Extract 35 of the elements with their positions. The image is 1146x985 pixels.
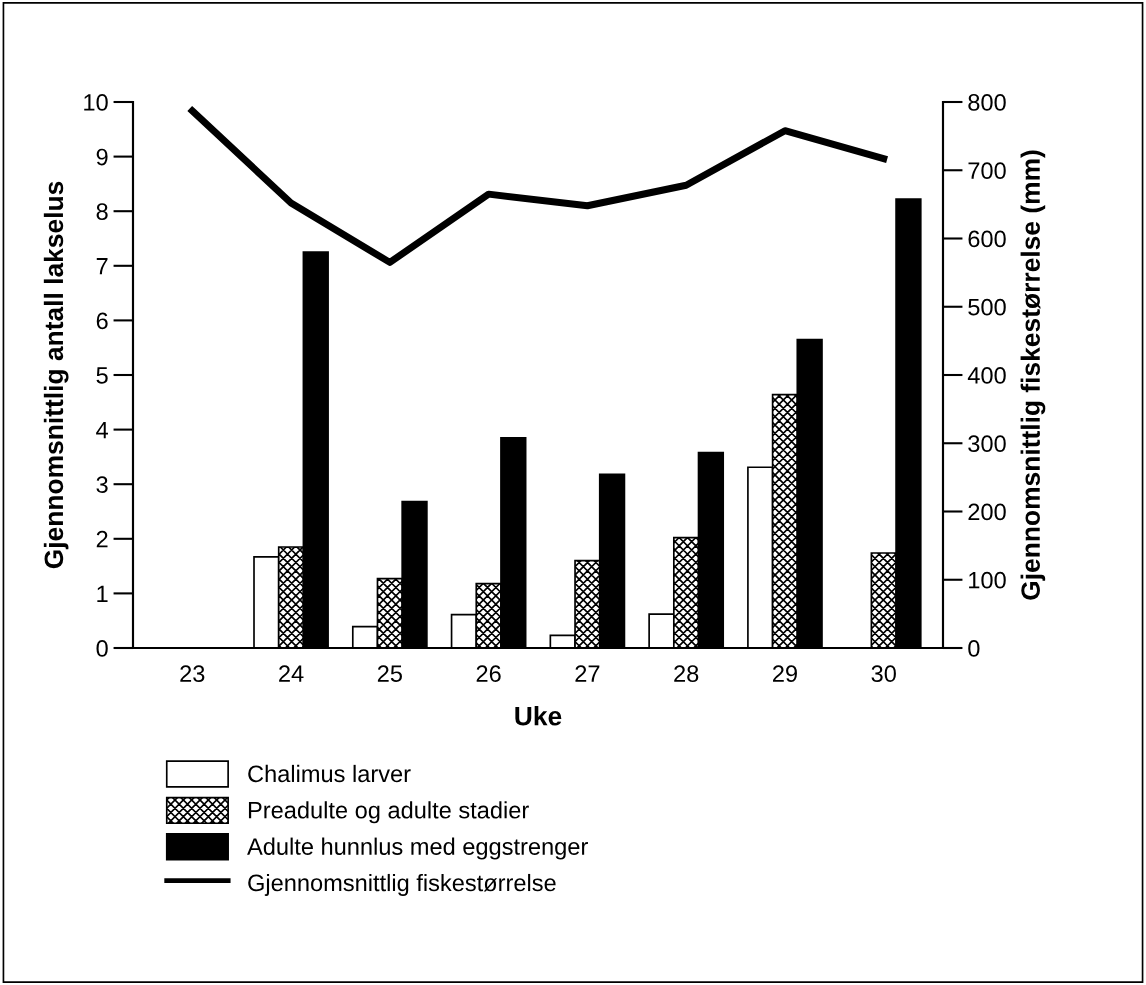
y-tick-label: 9 [96, 148, 108, 166]
y-tick-label: 10 [84, 94, 108, 111]
x-axis-title: Uke [515, 706, 562, 726]
y-tick-label: 2 [96, 530, 108, 548]
y2-tick-label: 300 [968, 435, 1006, 453]
legend-label: Adulte hunnlus med eggstrenger [247, 837, 588, 860]
y-tick-label: 5 [96, 367, 108, 384]
legend-label: Preadulte og adulte stadier [248, 801, 529, 824]
x-tick-label: 26 [476, 665, 501, 683]
y-tick-label: 7 [96, 258, 108, 275]
legend-label: Gjennomsnittlig fiskestørrelse [248, 873, 556, 896]
y2-tick-label: 200 [968, 503, 1006, 521]
x-tick-label: 30 [871, 665, 896, 683]
y-tick-label: 1 [97, 585, 108, 602]
y2-tick-label: 800 [968, 94, 1006, 111]
y-tick-label: 8 [96, 203, 108, 220]
x-tick-label: 24 [279, 665, 304, 682]
x-tick-label: 23 [180, 665, 205, 683]
y-tick-label: 6 [96, 312, 108, 330]
y-tick-label: 0 [96, 640, 108, 657]
x-tick-label: 28 [674, 665, 699, 683]
y2-tick-label: 700 [968, 162, 1006, 180]
y2-tick-label: 0 [968, 640, 980, 657]
x-tick-label: 27 [575, 665, 600, 682]
y2-tick-label: 500 [968, 298, 1006, 316]
x-tick-label: 29 [773, 665, 797, 683]
x-tick-label: 25 [377, 665, 402, 683]
y2-axis-title: Gjennomsnittlig fiskestørrelse (mm) [1020, 150, 1046, 600]
y2-tick-label: 600 [968, 230, 1006, 248]
y2-tick-label: 400 [967, 367, 1006, 384]
y2-tick-label: 100 [969, 571, 1006, 589]
y-tick-label: 3 [96, 476, 108, 493]
y-tick-label: 4 [96, 421, 108, 439]
legend-label: Chalimus larver [248, 764, 411, 783]
y-axis-title: Gjennomsnittlig antall lakselus [43, 181, 69, 569]
